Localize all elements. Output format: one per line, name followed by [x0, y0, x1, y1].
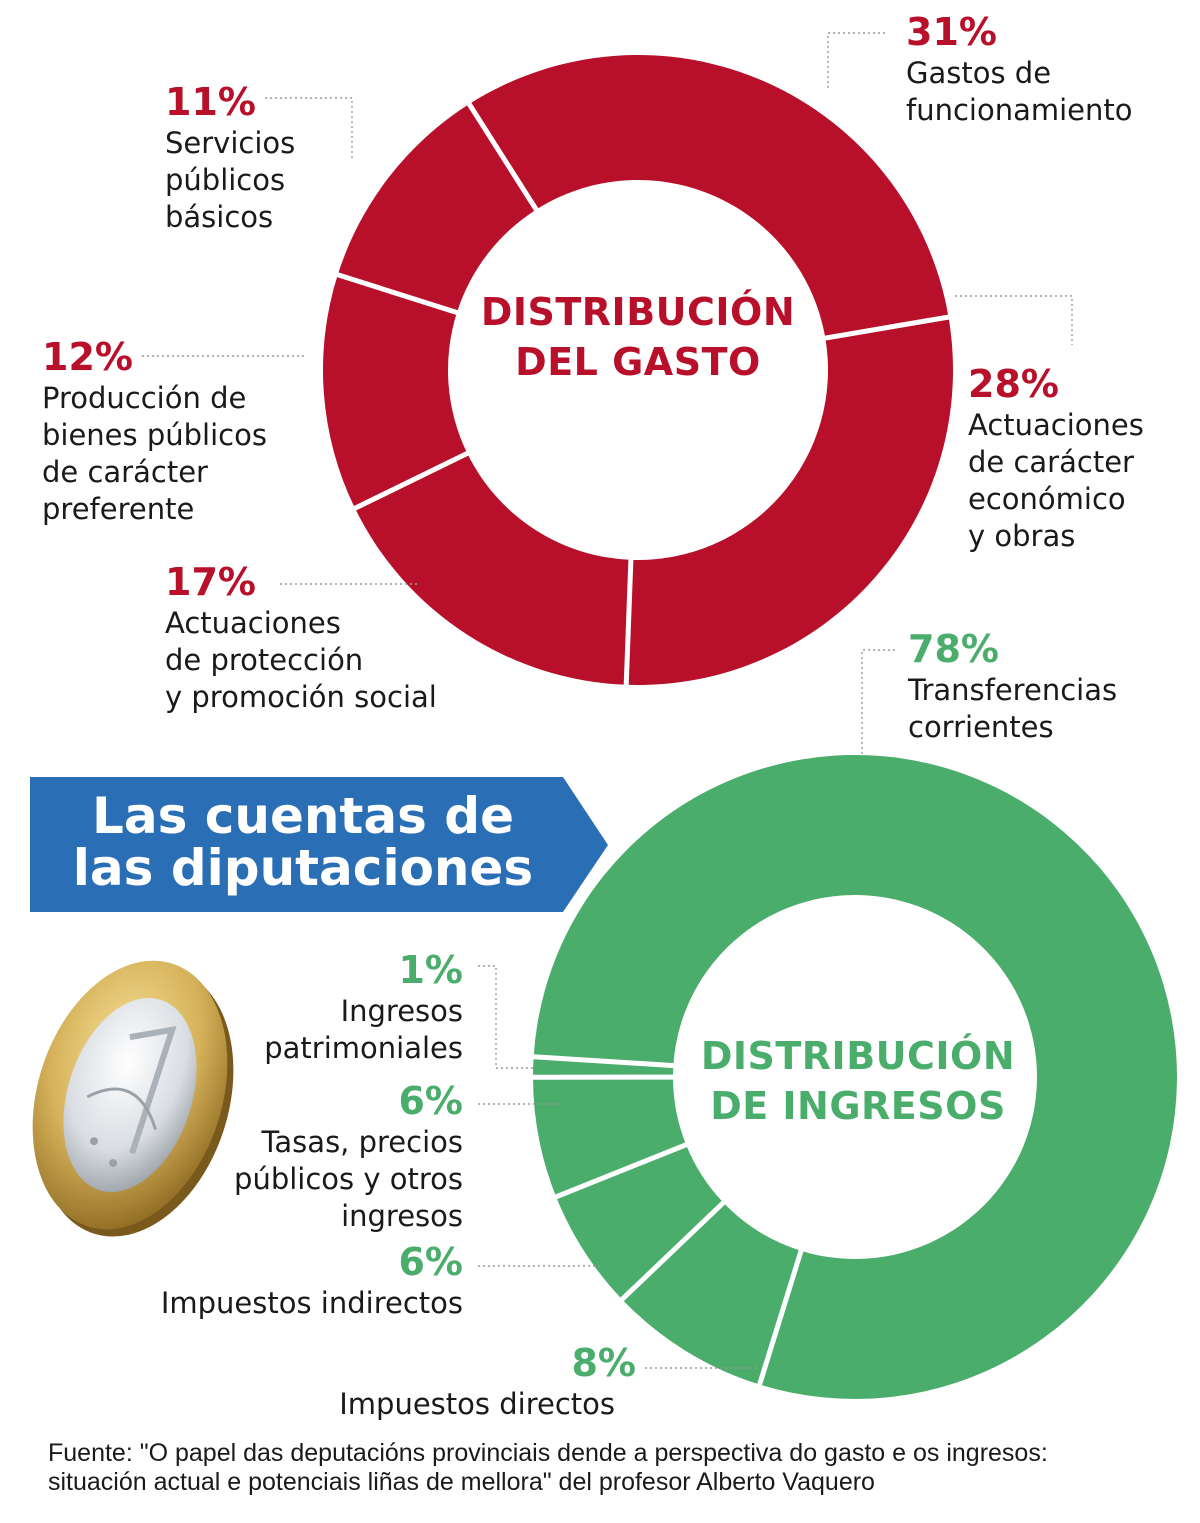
donut-slice [354, 453, 631, 685]
slice-separator [553, 1141, 689, 1200]
slice-separator [531, 1054, 676, 1069]
slice-separator [756, 1248, 805, 1388]
slice-separator [352, 450, 471, 512]
slice-category-label: Producción de [42, 381, 246, 415]
slice-category-label: funcionamiento [906, 93, 1133, 127]
leader-line [827, 32, 885, 88]
donut-center-title: DE INGRESOS [710, 1084, 1006, 1128]
slice-percent-label: 6% [398, 1079, 463, 1123]
leader-line [478, 965, 535, 1069]
slice-percent-label: 31% [906, 10, 997, 54]
title-banner: Las cuentas de las diputaciones [30, 777, 608, 912]
slice-category-label: Impuestos directos [339, 1387, 615, 1421]
slice-category-label: Gastos de [906, 56, 1051, 90]
slice-separator [822, 314, 951, 341]
slice-category-label: Ingresos [341, 994, 463, 1028]
ingresos-donut-chart: DISTRIBUCIÓN DE INGRESOS 78%Transferencias… [161, 627, 1177, 1421]
title-banner-arrow [30, 777, 608, 912]
source-note: Fuente: "O papel das deputacións provinc… [48, 1439, 1048, 1496]
donut-slice [556, 1144, 724, 1300]
donut-slice [533, 755, 1177, 1400]
slice-category-label: corrientes [908, 710, 1054, 744]
slice-category-label: y obras [968, 519, 1075, 553]
slice-category-label: Actuaciones [968, 408, 1144, 442]
slice-percent-label: 17% [165, 560, 256, 604]
slice-percent-label: 28% [968, 362, 1059, 406]
slice-category-label: preferente [42, 492, 194, 526]
gasto-donut-chart: DISTRIBUCIÓN DEL GASTO 31%Gastos defuncion… [42, 10, 1144, 714]
source-line-2: situación actual e potenciais liñas de m… [48, 1468, 875, 1496]
donut-center-title: DEL GASTO [515, 340, 761, 384]
slice-percent-label: 6% [398, 1240, 463, 1284]
donut-center-title: DISTRIBUCIÓN [481, 290, 795, 334]
slice-category-label: públicos [165, 163, 285, 197]
slice-separator [618, 1199, 727, 1303]
slice-category-label: patrimoniales [264, 1031, 463, 1065]
leader-line [861, 649, 895, 755]
donut-slice [469, 55, 949, 339]
slice-category-label: Servicios [165, 126, 295, 160]
slice-category-label: Impuestos indirectos [161, 1286, 463, 1320]
banner-title-line-1: Las cuentas de [92, 787, 514, 845]
slice-category-label: públicos y otros [234, 1162, 463, 1196]
donut-slice [337, 104, 537, 313]
slice-category-label: Transferencias [907, 673, 1117, 707]
slice-category-label: básicos [165, 200, 273, 234]
slice-category-label: ingresos [341, 1199, 463, 1233]
slice-percent-label: 78% [908, 627, 999, 671]
slice-category-label: económico [968, 482, 1126, 516]
slice-category-label: Tasas, precios [261, 1125, 464, 1159]
donut-slice [533, 1077, 687, 1197]
leader-line [955, 295, 1073, 345]
leader-line [265, 97, 353, 160]
slice-separator [466, 101, 540, 213]
slice-separator [335, 271, 460, 316]
banner-title-line-2: las diputaciones [73, 839, 533, 897]
slice-percent-label: 8% [571, 1341, 636, 1385]
slice-category-label: bienes públicos [42, 418, 267, 452]
slice-category-label: de carácter [968, 445, 1134, 479]
donut-slice [533, 1056, 674, 1078]
euro-coin-icon [32, 960, 234, 1237]
donut-center-title: DISTRIBUCIÓN [701, 1034, 1015, 1078]
donut-slice [622, 1202, 802, 1385]
slice-category-label: y promoción social [165, 680, 437, 714]
source-line-1: Fuente: "O papel das deputacións provinc… [48, 1439, 1048, 1467]
slice-percent-label: 12% [42, 335, 133, 379]
donut-slice [626, 317, 954, 685]
slice-separator [623, 557, 634, 687]
slice-category-label: de protección [165, 643, 363, 677]
donut-slice [323, 274, 468, 509]
slice-percent-label: 11% [165, 80, 256, 124]
slice-percent-label: 1% [398, 948, 463, 992]
slice-category-label: Actuaciones [165, 606, 341, 640]
slice-category-label: de carácter [42, 455, 208, 489]
